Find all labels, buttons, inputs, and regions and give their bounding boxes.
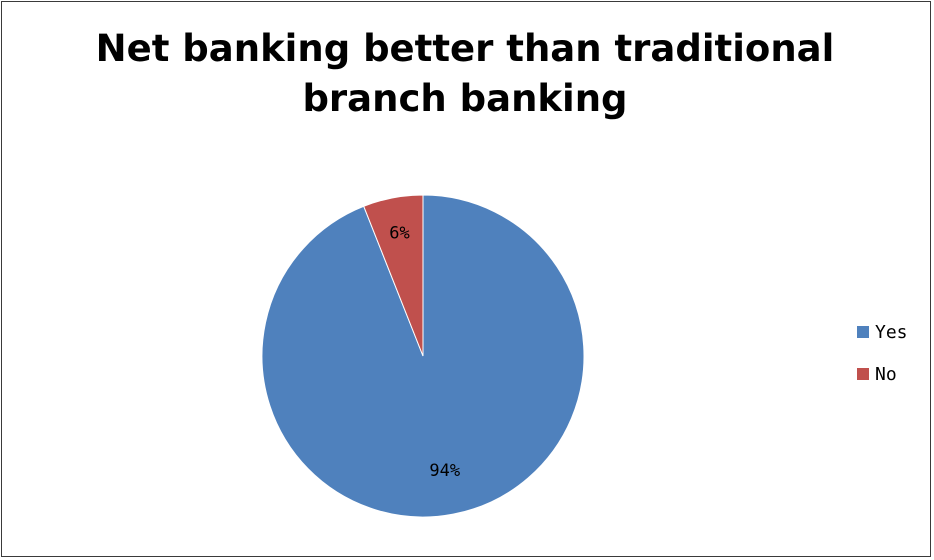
data-label-yes: 94% [429, 461, 460, 481]
pie-slice-no [363, 194, 424, 357]
legend-swatch-no [857, 368, 869, 380]
data-label-no: 6% [389, 224, 409, 244]
legend-swatch-yes [857, 326, 869, 338]
legend-item-no: No [857, 360, 908, 388]
legend-label-yes: Yes [875, 321, 908, 343]
legend: Yes No [857, 318, 908, 402]
pie-data-labels: 94% 6% [389, 224, 460, 481]
pie-slices [261, 194, 585, 518]
chart-title: Net banking better than traditional bran… [95, 27, 835, 120]
legend-item-yes: Yes [857, 318, 908, 346]
legend-label-no: No [875, 363, 897, 385]
